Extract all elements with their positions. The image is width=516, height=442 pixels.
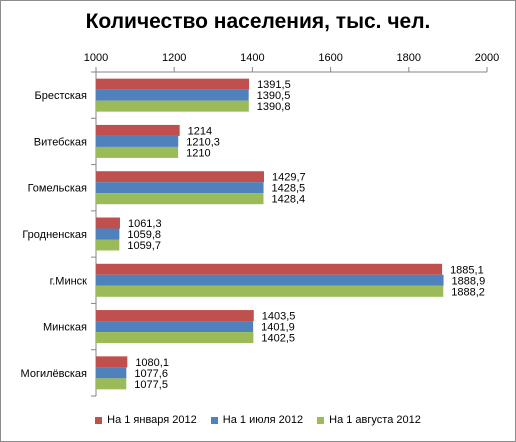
- data-label: 1888,9: [452, 275, 486, 287]
- legend: На 1 января 2012 На 1 июля 2012 На 1 авгус…: [0, 414, 516, 426]
- data-label: 1429,7: [272, 172, 306, 184]
- category-label: Витебская: [34, 136, 87, 148]
- legend-item: На 1 января 2012: [95, 414, 197, 426]
- legend-label: На 1 января 2012: [107, 414, 197, 426]
- bar: [96, 78, 250, 90]
- bar: [96, 135, 179, 147]
- category-label: Брестская: [35, 90, 88, 102]
- data-label: 1428,5: [272, 183, 306, 195]
- x-tick-label: 1000: [84, 52, 108, 64]
- legend-item: На 1 июля 2012: [210, 414, 304, 426]
- bar: [96, 217, 120, 229]
- data-label: 1214: [188, 125, 212, 137]
- data-label: 1210: [186, 147, 210, 159]
- legend-swatch: [95, 416, 103, 424]
- data-label: 1402,5: [261, 333, 295, 345]
- legend-label: На 1 июля 2012: [222, 414, 304, 426]
- bar: [96, 239, 120, 251]
- x-tick-label: 2000: [475, 52, 499, 64]
- legend-label: На 1 августа 2012: [329, 414, 421, 426]
- legend-item: На 1 августа 2012: [317, 414, 421, 426]
- data-label: 1885,1: [450, 264, 484, 276]
- bar: [96, 171, 265, 183]
- data-label: 1059,7: [127, 240, 161, 252]
- data-label: 1391,5: [257, 79, 291, 91]
- legend-swatch: [210, 416, 218, 424]
- bar: [96, 378, 127, 390]
- category-label: г.Минск: [50, 275, 88, 287]
- category-label: Гомельская: [28, 183, 87, 195]
- data-label: 1077,6: [134, 368, 168, 380]
- bar: [96, 193, 264, 205]
- data-label: 1428,4: [272, 194, 306, 206]
- chart-title: Количество населения, тыс. чел.: [85, 10, 431, 33]
- data-label: 1403,5: [262, 311, 296, 323]
- bar: [96, 228, 120, 240]
- x-tick-label: 1800: [397, 52, 421, 64]
- bar: [96, 310, 254, 322]
- bar: [96, 285, 444, 297]
- category-label: Гродненская: [22, 229, 87, 241]
- legend-swatch: [317, 416, 325, 424]
- data-label: 1077,5: [134, 379, 168, 391]
- bar: [96, 100, 249, 112]
- bar: [96, 89, 249, 101]
- data-label: 1210,3: [186, 136, 220, 148]
- bar: [96, 146, 179, 158]
- data-label: 1061,3: [128, 218, 162, 230]
- data-label: 1390,8: [257, 101, 291, 113]
- bar: [96, 332, 254, 344]
- bar: [96, 124, 180, 136]
- data-label: 1401,9: [261, 322, 295, 334]
- bar: [96, 356, 128, 368]
- x-tick-label: 1600: [318, 52, 342, 64]
- data-label: 1080,1: [135, 357, 169, 369]
- data-label: 1390,5: [257, 90, 291, 102]
- bar: [96, 182, 264, 194]
- bar: [96, 321, 254, 333]
- category-label: Могилёвская: [21, 368, 87, 380]
- x-tick-label: 1200: [162, 52, 186, 64]
- x-tick-label: 1400: [240, 52, 264, 64]
- bar: [96, 274, 444, 286]
- data-label: 1059,8: [127, 229, 161, 241]
- bar: [96, 263, 443, 275]
- bar: [96, 367, 127, 379]
- category-label: Минская: [43, 322, 87, 334]
- data-label: 1888,2: [451, 286, 485, 298]
